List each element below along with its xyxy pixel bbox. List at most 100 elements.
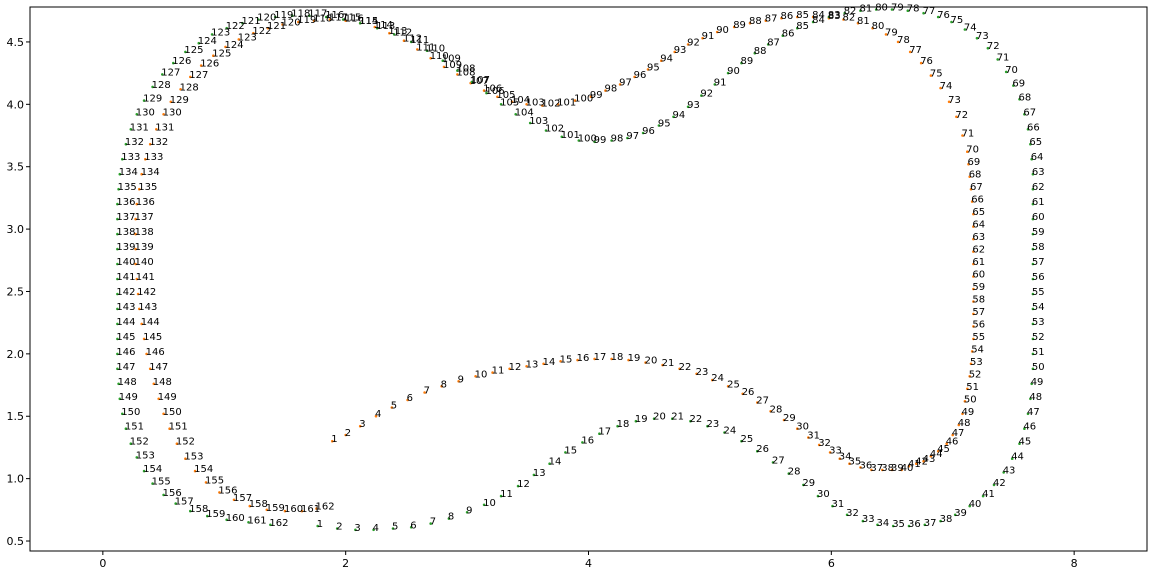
series-1-point-147 [148, 367, 152, 371]
series-1-point-79 [884, 33, 888, 36]
series-2-point-label-41: 41 [982, 489, 995, 500]
series-2-point-label-104: 104 [515, 107, 534, 118]
series-2-point-label-33: 33 [862, 514, 875, 525]
series-2-point-label-115: 115 [342, 13, 361, 24]
series-1-point-label-10: 10 [475, 369, 488, 380]
series-2-point-label-139: 139 [116, 242, 135, 253]
series-1-point-75 [929, 74, 933, 77]
series-1-point-86 [780, 16, 783, 20]
y-tick-label-6: 3.0 [7, 223, 25, 236]
series-1-point-93 [673, 50, 676, 54]
series-2-point-label-142: 142 [116, 287, 135, 298]
series-1-point-66 [970, 200, 974, 203]
series-2-point-142 [116, 292, 119, 296]
series-2-point-label-105: 105 [500, 97, 519, 108]
y-tick-label-4: 2.0 [7, 348, 25, 361]
series-2-point-label-28: 28 [788, 467, 801, 478]
series-2-point-label-30: 30 [817, 489, 830, 500]
series-2-point-121 [241, 21, 244, 25]
series-2-point-6 [409, 526, 413, 529]
series-1-point-87 [764, 19, 768, 23]
series-1-point-label-25: 25 [727, 379, 740, 390]
series-2-point-label-47: 47 [1027, 407, 1040, 418]
series-1-point-38 [881, 468, 884, 472]
series-2-point-label-73: 73 [976, 31, 989, 42]
series-1-point-label-162: 162 [316, 502, 335, 513]
series-1-point-88 [748, 21, 752, 25]
series-2-point-label-14: 14 [549, 457, 562, 468]
series-2-point-95 [657, 124, 661, 127]
y-tick-label-9: 4.5 [7, 36, 25, 49]
series-2-point-label-70: 70 [1005, 65, 1018, 76]
series-2-point-label-11: 11 [500, 489, 513, 500]
series-2-point-151 [124, 427, 128, 431]
series-1-point-label-50: 50 [964, 394, 977, 405]
series-2-point-label-161: 161 [248, 515, 267, 526]
series-2-point-133 [121, 157, 124, 161]
series-2-point-label-1: 1 [317, 519, 323, 530]
series-1-point-label-73: 73 [948, 95, 961, 106]
series-1-point-106 [482, 89, 486, 92]
series-1-point-label-4: 4 [375, 409, 381, 420]
series-1-point-68 [968, 175, 971, 178]
series-1-point-label-157: 157 [233, 493, 252, 504]
series-1-point-118 [312, 19, 316, 23]
series-2-point-label-88: 88 [754, 46, 767, 57]
series-2-point-13 [532, 473, 536, 477]
series-1-point-98 [604, 89, 607, 92]
series-2-point-label-150: 150 [121, 407, 140, 418]
series-1-point-label-78: 78 [897, 35, 910, 46]
series-2-point-130 [135, 113, 139, 116]
series-2-point-54 [1031, 307, 1035, 311]
series-1-point-label-6: 6 [407, 393, 413, 404]
series-2-point-label-24: 24 [724, 426, 737, 437]
series-2-point-label-34: 34 [877, 518, 890, 529]
series-1-point-110 [429, 56, 433, 60]
series-1-point-label-150: 150 [163, 407, 182, 418]
series-1-point-49 [961, 412, 964, 416]
series-2-point-label-151: 151 [125, 422, 144, 433]
series-2-point-label-152: 152 [130, 437, 149, 448]
series-1-point-31 [807, 436, 810, 439]
series-1-point-128 [179, 88, 182, 91]
series-2-point-label-106: 106 [486, 86, 505, 97]
series-2-point-99 [593, 140, 596, 144]
series-2-point-131 [129, 128, 133, 131]
series-2-point-82 [843, 11, 846, 15]
series-1-point-label-28: 28 [770, 404, 783, 415]
series-1-point-89 [732, 25, 736, 29]
series-1-point-80 [871, 26, 874, 30]
series-1-point-111 [416, 48, 419, 51]
series-1-point-label-148: 148 [153, 377, 172, 388]
series-1-point-55 [972, 337, 975, 341]
series-2-point-label-121: 121 [242, 16, 261, 27]
series-2-point-102 [544, 129, 548, 132]
series-1-point-label-145: 145 [143, 332, 162, 343]
series-1-point-label-21: 21 [662, 358, 675, 369]
series-2-point-label-128: 128 [152, 80, 171, 91]
series-1-point-32 [817, 443, 821, 447]
series-1-point-42 [915, 462, 918, 466]
series-1-point-label-108: 108 [456, 67, 475, 78]
series-1-point-133 [144, 157, 147, 161]
series-1-point-label-83: 83 [828, 11, 841, 22]
series-2-point-label-53: 53 [1032, 317, 1045, 328]
series-1-point-74 [939, 86, 942, 90]
series-2-point-83 [827, 15, 831, 19]
series-1-point-23 [695, 372, 698, 376]
series-1-point-13 [525, 365, 528, 368]
series-1-point-73 [947, 100, 951, 104]
series-2-point-label-120: 120 [257, 13, 276, 24]
series-2-point-79 [890, 8, 894, 11]
series-2-point-128 [151, 85, 154, 89]
series-1-point-label-112: 112 [403, 34, 422, 45]
series-1-point-label-60: 60 [972, 270, 985, 281]
series-1-point-160 [283, 509, 287, 513]
series-2-point-label-9: 9 [466, 505, 472, 516]
series-2-point-label-107: 107 [471, 75, 490, 86]
series-2-point-label-140: 140 [116, 257, 135, 268]
series-2-point-label-101: 101 [561, 130, 580, 141]
series-2-point-116 [324, 15, 328, 19]
series-1-point-43 [922, 459, 925, 463]
